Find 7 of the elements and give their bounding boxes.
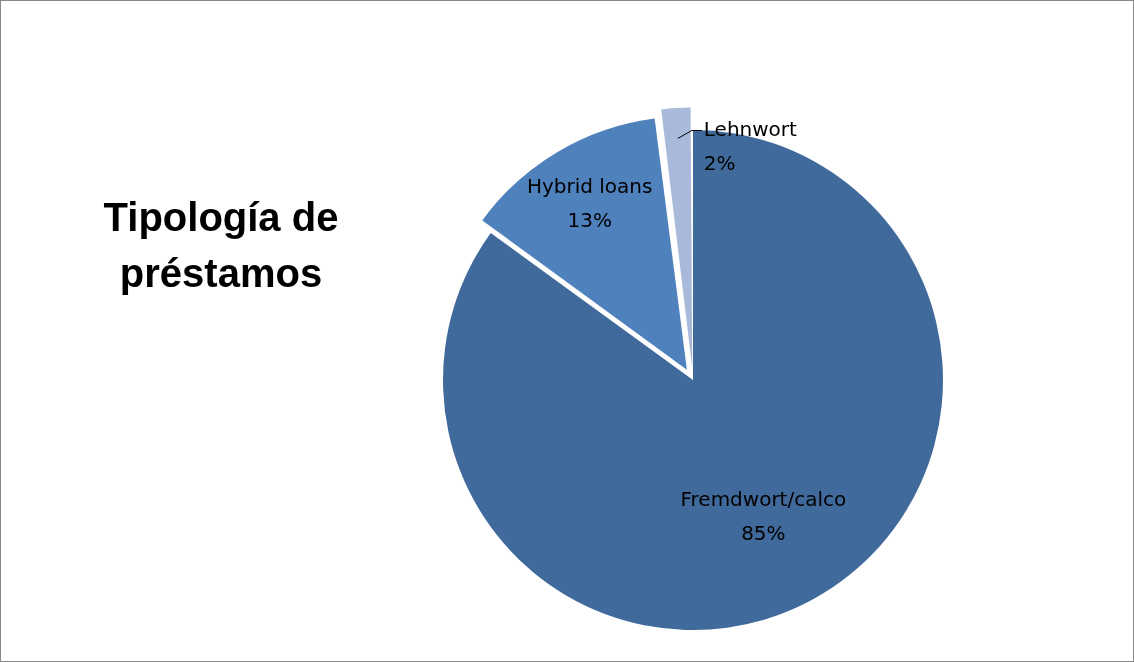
slice-label: Lehnwort [703,116,798,141]
data-label: 13% [567,208,612,233]
text: Tipología de préstamos [102,194,340,297]
slice-label: Fremdwort/calco [680,487,847,512]
data-label: 2% [703,150,736,175]
data-label: 85% [741,521,786,546]
slice-label: Hybrid loans [526,174,653,199]
